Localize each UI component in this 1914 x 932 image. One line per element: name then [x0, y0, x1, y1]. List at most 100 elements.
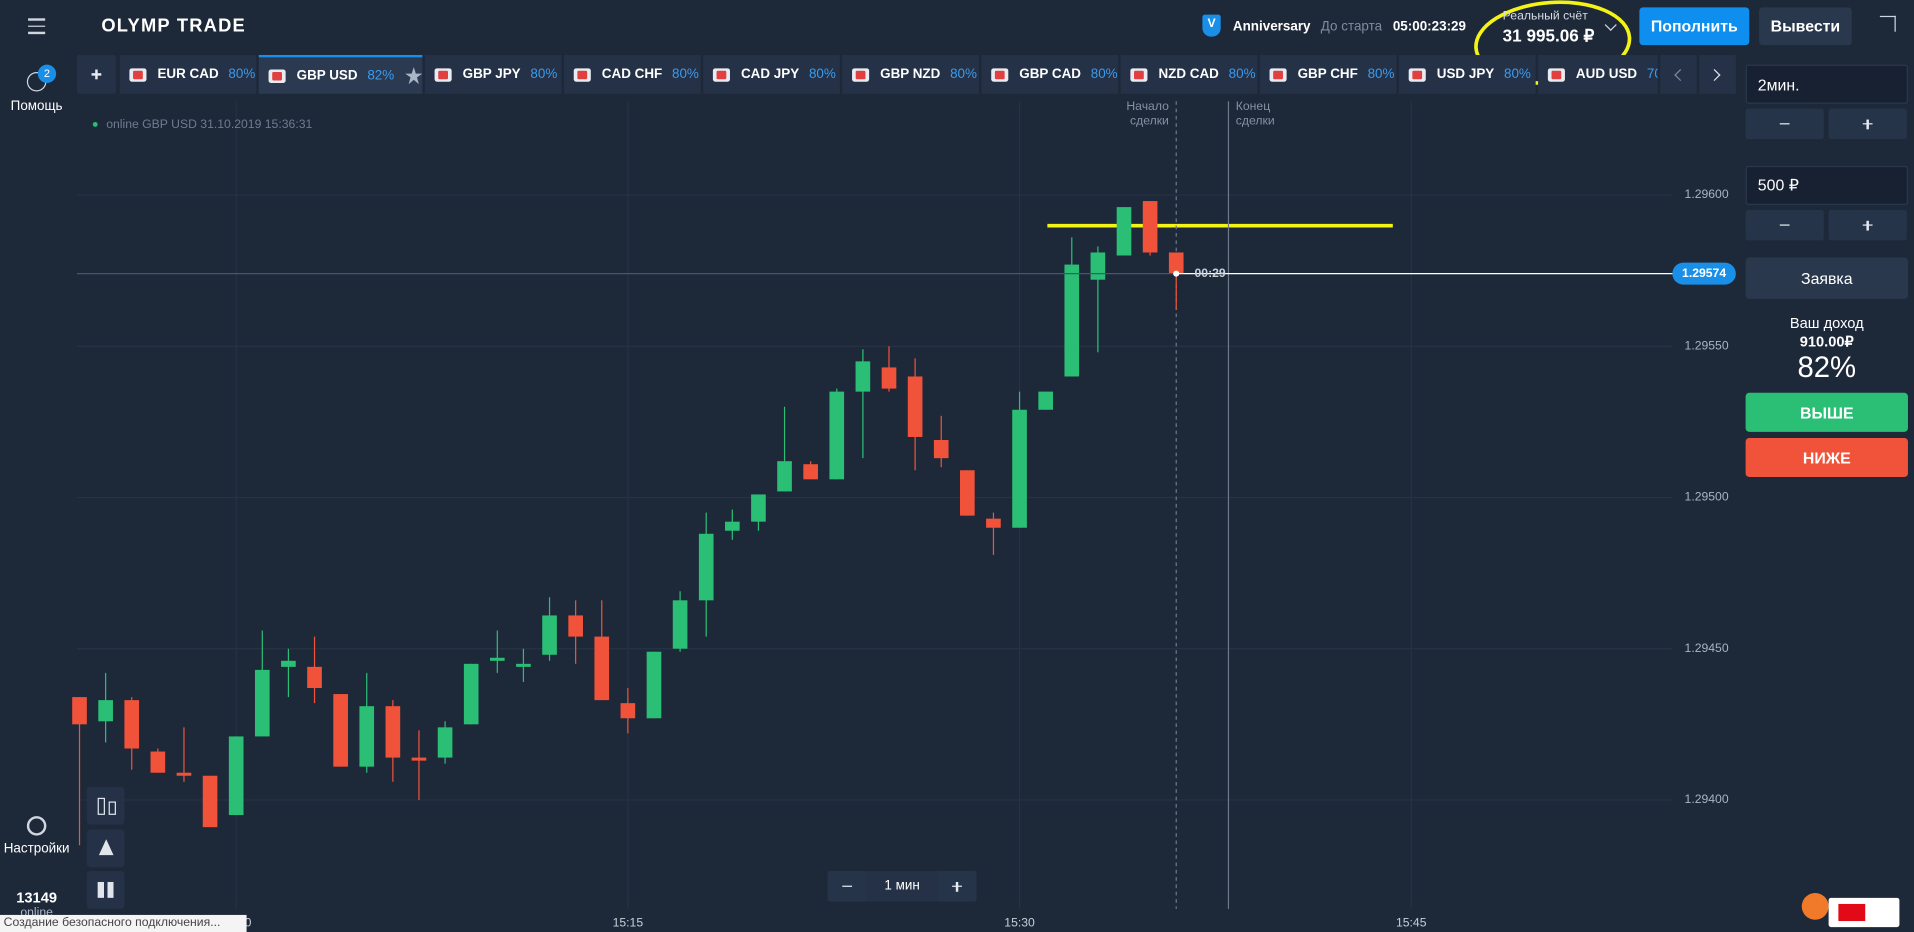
help-label[interactable]: Помощь [10, 98, 63, 114]
candle-body [1038, 391, 1053, 410]
candle-body [672, 600, 688, 649]
menu-icon[interactable] [28, 18, 46, 34]
asset-tab[interactable]: EUR CAD 80% [119, 54, 257, 94]
candle-body [98, 700, 113, 722]
balance[interactable]: 31 995.06 ₽ [1502, 25, 1595, 46]
candle-body [1116, 207, 1132, 256]
candle-body [1090, 252, 1106, 280]
tabs-prev[interactable] [1660, 54, 1697, 94]
asset-payout: 80% [1367, 67, 1395, 82]
candle-body [72, 697, 87, 725]
candle-body [516, 663, 531, 667]
candle-body [254, 669, 270, 737]
candle-body [803, 464, 818, 480]
favorite-star [405, 67, 423, 85]
income: 910.00₽ [1799, 333, 1854, 351]
asset-tab[interactable]: CAD CHF 80% [563, 54, 701, 94]
flag-icon [268, 68, 286, 83]
asset-tab[interactable]: CAD JPY 80% [703, 54, 840, 94]
timer: 00:29 [1195, 266, 1226, 280]
account-label[interactable]: Реальный счёт [1502, 9, 1588, 24]
asset-tab[interactable]: GBP CHF 80% [1259, 54, 1397, 94]
candle-body [1168, 252, 1184, 274]
asset-tab[interactable]: GBP NZD 80% [842, 54, 980, 94]
candle-body [463, 663, 479, 725]
duration-minus[interactable] [1745, 108, 1824, 140]
flag-icon [991, 67, 1009, 82]
tabs-next[interactable] [1699, 54, 1736, 94]
add-tab-button[interactable] [76, 54, 116, 94]
deposit-button[interactable]: Пополнить [1639, 7, 1750, 46]
browser-status: Создание безопасного подключения... [0, 914, 247, 932]
up-button[interactable]: ВЫШЕ [1745, 392, 1908, 432]
asset-payout: 80% [1228, 67, 1256, 82]
x-tick-label: 15:15 [613, 916, 644, 930]
fullscreen-icon[interactable] [1879, 15, 1896, 32]
chart-status: online GBP USD 31.10.2019 15:36:31 [106, 118, 313, 132]
income-label: Ваш доход [1789, 314, 1864, 332]
candle-body [829, 391, 845, 480]
asset-tab[interactable]: USD JPY 80% [1398, 54, 1536, 94]
amount-minus[interactable] [1745, 209, 1824, 241]
candle-body [986, 518, 1001, 528]
drawing-tools-button[interactable] [86, 829, 125, 868]
countdown-label: До старта [1320, 19, 1383, 35]
support-icon[interactable] [1801, 892, 1829, 920]
price-dot [1173, 270, 1180, 277]
timeframe-plus[interactable] [937, 871, 977, 902]
flag-icon [434, 67, 452, 82]
settings-label[interactable]: Настройки [3, 841, 70, 857]
order-button[interactable]: Заявка [1745, 257, 1908, 299]
flag-icon [1269, 67, 1287, 82]
settings-icon[interactable] [26, 816, 47, 836]
duration-plus[interactable] [1828, 108, 1907, 140]
asset-tab[interactable]: NZD CAD 80% [1120, 54, 1258, 94]
candle-body [124, 700, 140, 749]
asset-tab[interactable]: GBP USD 82% [258, 54, 423, 94]
candle-body [620, 703, 636, 719]
duration-field[interactable]: 2мин. [1745, 64, 1908, 104]
y-tick-label: 1.29400 [1685, 792, 1729, 806]
event-name[interactable]: Anniversary [1232, 19, 1311, 35]
asset-name: CAD JPY [740, 67, 800, 82]
asset-tab[interactable]: GBP CAD 80% [981, 54, 1119, 94]
language-widget[interactable] [1828, 897, 1900, 928]
x-tick-label: 15:45 [1396, 916, 1427, 930]
trade-end-label: Конец сделки [1235, 100, 1275, 129]
candle-body [594, 636, 610, 701]
y-tick-label: 1.29550 [1685, 338, 1729, 352]
down-button[interactable]: НИЖЕ [1745, 437, 1908, 477]
candle-body [437, 727, 453, 758]
candle-body [1142, 201, 1158, 253]
candle-body [777, 461, 792, 492]
timeframe-value[interactable]: 1 мин [884, 878, 920, 893]
candle-body [568, 615, 583, 637]
candle-body [228, 736, 244, 816]
asset-payout: 80% [1503, 67, 1531, 82]
amount-field[interactable]: 500 ₽ [1745, 165, 1908, 205]
asset-payout: 82% [367, 68, 395, 83]
candle-body [724, 521, 740, 531]
y-tick-label: 1.29500 [1685, 490, 1729, 504]
payout: 82% [1797, 351, 1857, 385]
flag-icon [1547, 67, 1565, 82]
indicators-button[interactable] [86, 871, 125, 909]
logo: OLYMP TRADE [101, 15, 247, 37]
withdraw-button[interactable]: Вывести [1759, 7, 1852, 46]
asset-tab[interactable]: AUD USD 70% [1538, 54, 1658, 94]
candle-body [281, 660, 296, 667]
asset-name: EUR CAD [157, 67, 219, 82]
asset-name: USD JPY [1436, 67, 1495, 82]
asset-payout: 80% [671, 67, 699, 82]
chart-type-button[interactable] [86, 786, 125, 825]
asset-tab[interactable]: GBP JPY 80% [424, 54, 562, 94]
candle-body [307, 666, 322, 689]
price-marker [1672, 262, 1736, 285]
amount-plus[interactable] [1828, 209, 1907, 241]
candle-body [359, 706, 375, 767]
candle-body [489, 657, 505, 661]
help-badge: 2 [37, 64, 57, 83]
flag-icon [573, 67, 591, 82]
timeframe-minus[interactable] [827, 871, 867, 902]
